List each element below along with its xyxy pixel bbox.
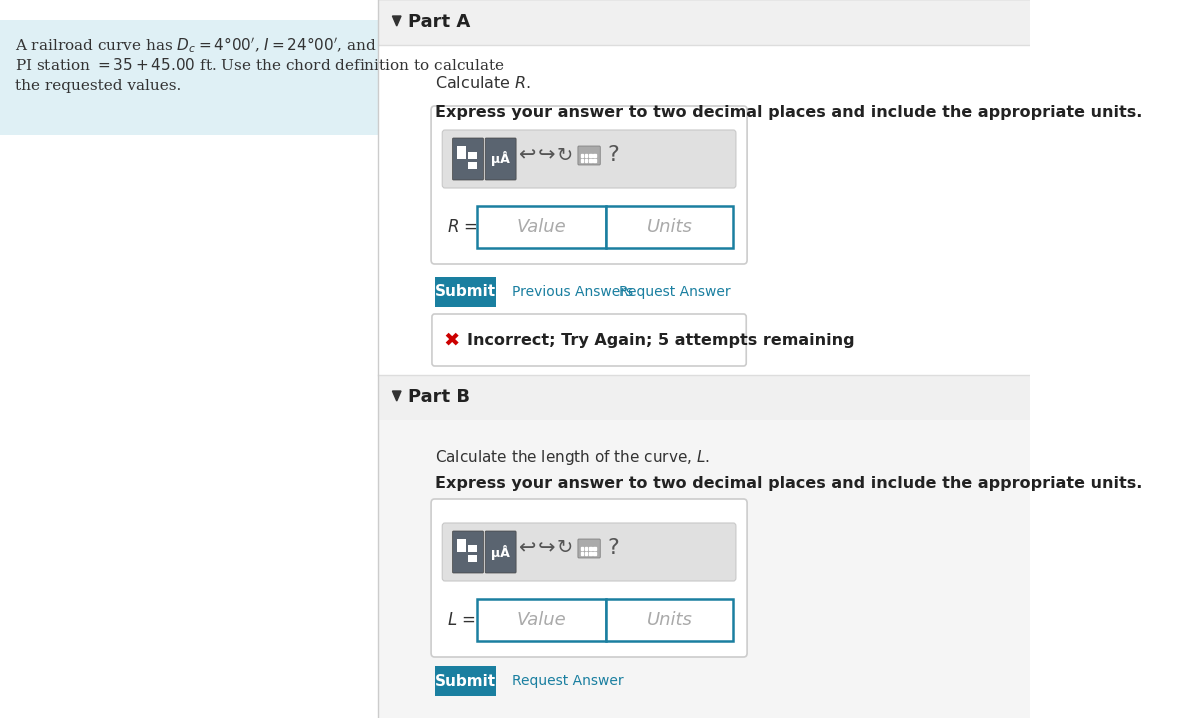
Bar (584, 547, 587, 550)
FancyBboxPatch shape (468, 162, 478, 169)
FancyBboxPatch shape (378, 0, 1031, 718)
FancyBboxPatch shape (378, 420, 1031, 718)
Bar (581, 547, 583, 550)
FancyBboxPatch shape (468, 152, 478, 159)
Bar (584, 154, 587, 157)
Bar (589, 154, 592, 157)
Text: A railroad curve has $D_c = 4°00'$, $I = 24°00'$, and: A railroad curve has $D_c = 4°00'$, $I =… (16, 35, 377, 55)
Text: Part A: Part A (408, 13, 470, 31)
Text: Previous Answers: Previous Answers (512, 285, 632, 299)
Text: Part B: Part B (408, 388, 470, 406)
Text: Calculate the length of the curve, $L$.: Calculate the length of the curve, $L$. (434, 448, 709, 467)
Text: Submit: Submit (434, 284, 496, 299)
Bar (584, 552, 587, 555)
FancyBboxPatch shape (431, 499, 748, 657)
Text: the requested values.: the requested values. (16, 79, 181, 93)
FancyBboxPatch shape (485, 531, 516, 573)
Text: ↩: ↩ (518, 145, 536, 165)
Text: Request Answer: Request Answer (619, 285, 731, 299)
Bar (589, 547, 592, 550)
FancyBboxPatch shape (578, 539, 600, 558)
Bar (593, 547, 596, 550)
FancyBboxPatch shape (478, 206, 606, 248)
Text: ↪: ↪ (538, 145, 554, 165)
Text: Units: Units (647, 218, 692, 236)
Text: Submit: Submit (434, 673, 496, 689)
FancyBboxPatch shape (606, 206, 733, 248)
FancyBboxPatch shape (452, 138, 484, 180)
Text: $R$ =: $R$ = (448, 218, 479, 236)
Bar (589, 552, 592, 555)
Bar (584, 159, 587, 162)
Text: ?: ? (607, 145, 619, 165)
Text: Express your answer to two decimal places and include the appropriate units.: Express your answer to two decimal place… (434, 105, 1142, 120)
Text: ↪: ↪ (538, 538, 554, 558)
Polygon shape (392, 391, 401, 401)
FancyBboxPatch shape (468, 555, 478, 562)
FancyBboxPatch shape (378, 45, 1031, 375)
FancyBboxPatch shape (443, 130, 736, 188)
Text: Value: Value (517, 218, 566, 236)
Bar (593, 154, 596, 157)
Text: ✖: ✖ (444, 330, 460, 350)
FancyBboxPatch shape (431, 106, 748, 264)
FancyBboxPatch shape (443, 523, 736, 581)
Text: $L$ =: $L$ = (448, 611, 476, 629)
Bar (593, 552, 596, 555)
FancyBboxPatch shape (434, 277, 497, 307)
Bar (581, 159, 583, 162)
FancyBboxPatch shape (0, 20, 378, 135)
FancyBboxPatch shape (457, 146, 467, 159)
FancyBboxPatch shape (606, 599, 733, 641)
FancyBboxPatch shape (485, 138, 516, 180)
FancyBboxPatch shape (468, 545, 478, 552)
Text: Units: Units (647, 611, 692, 629)
FancyBboxPatch shape (478, 599, 606, 641)
Text: ?: ? (607, 538, 619, 558)
FancyBboxPatch shape (578, 146, 600, 165)
Text: Value: Value (517, 611, 566, 629)
Text: Express your answer to two decimal places and include the appropriate units.: Express your answer to two decimal place… (434, 476, 1142, 491)
Text: Incorrect; Try Again; 5 attempts remaining: Incorrect; Try Again; 5 attempts remaini… (467, 332, 854, 348)
Text: μÅ: μÅ (491, 151, 510, 167)
Polygon shape (392, 16, 401, 26)
FancyBboxPatch shape (378, 375, 1031, 420)
FancyBboxPatch shape (432, 314, 746, 366)
Bar (589, 159, 592, 162)
FancyBboxPatch shape (378, 0, 1031, 45)
Bar (581, 154, 583, 157)
Bar (581, 552, 583, 555)
Text: ↻: ↻ (557, 146, 574, 164)
Text: PI station $= 35 + 45.00$ ft. Use the chord definition to calculate: PI station $= 35 + 45.00$ ft. Use the ch… (16, 57, 505, 73)
Text: ↩: ↩ (518, 538, 536, 558)
Text: Request Answer: Request Answer (512, 674, 624, 688)
FancyBboxPatch shape (457, 539, 467, 552)
Text: Calculate $R$.: Calculate $R$. (434, 75, 530, 91)
FancyBboxPatch shape (452, 531, 484, 573)
Bar (593, 159, 596, 162)
Text: μÅ: μÅ (491, 544, 510, 559)
Text: ↻: ↻ (557, 538, 574, 557)
FancyBboxPatch shape (434, 666, 497, 696)
